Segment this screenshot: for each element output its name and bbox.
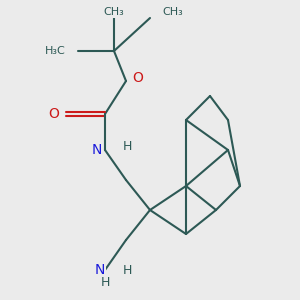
Text: CH₃: CH₃ — [162, 7, 183, 17]
Text: N: N — [92, 143, 102, 157]
Text: N: N — [94, 263, 105, 277]
Text: O: O — [49, 107, 59, 121]
Text: H: H — [123, 263, 132, 277]
Text: O: O — [133, 71, 143, 85]
Text: H₃C: H₃C — [45, 46, 66, 56]
Text: H: H — [100, 275, 110, 289]
Text: H: H — [123, 140, 132, 154]
Text: CH₃: CH₃ — [103, 7, 124, 17]
